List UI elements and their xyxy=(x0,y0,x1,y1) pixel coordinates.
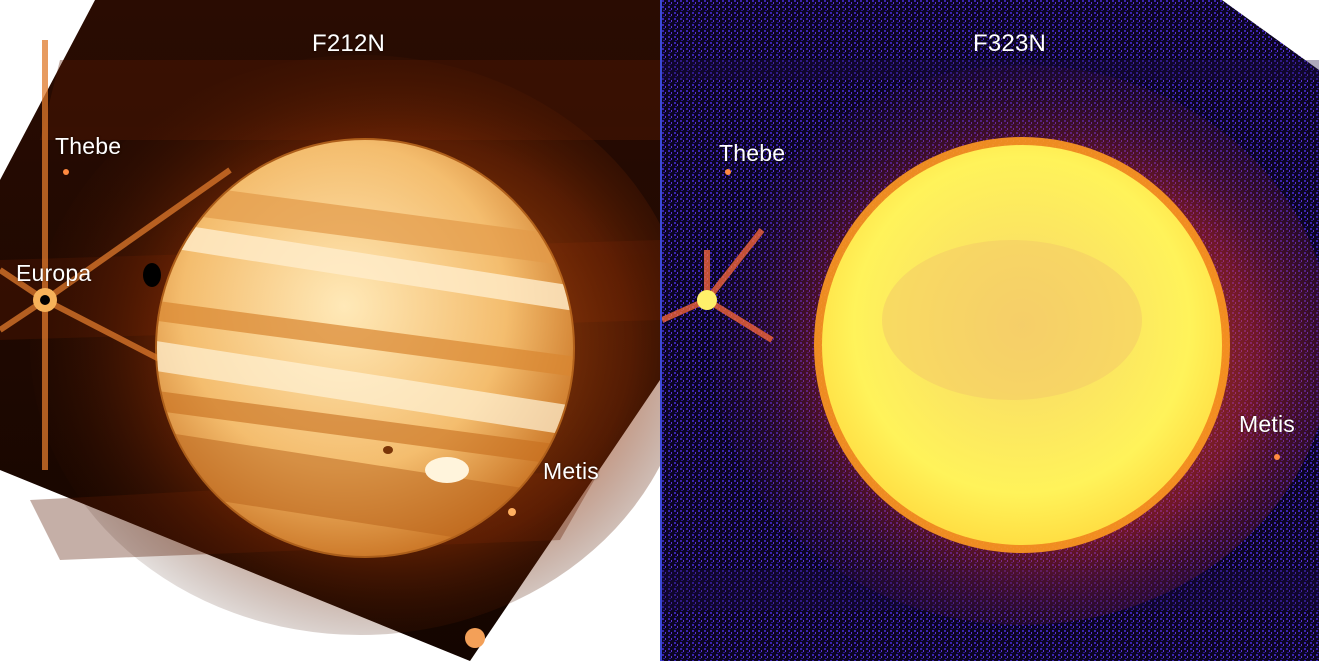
shadow-blob xyxy=(143,263,161,287)
thebe-moon-right xyxy=(725,169,731,175)
f323n-image-panel: F323N Thebe Metis xyxy=(662,0,1319,661)
great-red-spot xyxy=(425,457,469,483)
f323n-filter-label: F323N xyxy=(973,30,1047,57)
europa-moon-right xyxy=(697,290,717,310)
f212n-jupiter-image xyxy=(0,0,660,661)
metis-label-right: Metis xyxy=(1239,411,1295,437)
metis-moon-right xyxy=(1274,454,1280,460)
europa-label: Europa xyxy=(16,260,92,286)
thebe-moon xyxy=(63,169,69,175)
f212n-filter-label: F212N xyxy=(312,30,386,57)
bright-spot xyxy=(465,628,485,648)
f212n-cloud-bands xyxy=(157,180,573,556)
thebe-label-left: Thebe xyxy=(55,133,122,159)
f212n-image-panel: F212N Thebe Europa Metis xyxy=(0,0,660,661)
thebe-label-right: Thebe xyxy=(719,140,786,166)
panel-divider xyxy=(660,0,662,661)
f323n-jupiter-image xyxy=(662,0,1319,661)
metis-label-left: Metis xyxy=(543,458,599,484)
metis-moon xyxy=(508,508,516,516)
